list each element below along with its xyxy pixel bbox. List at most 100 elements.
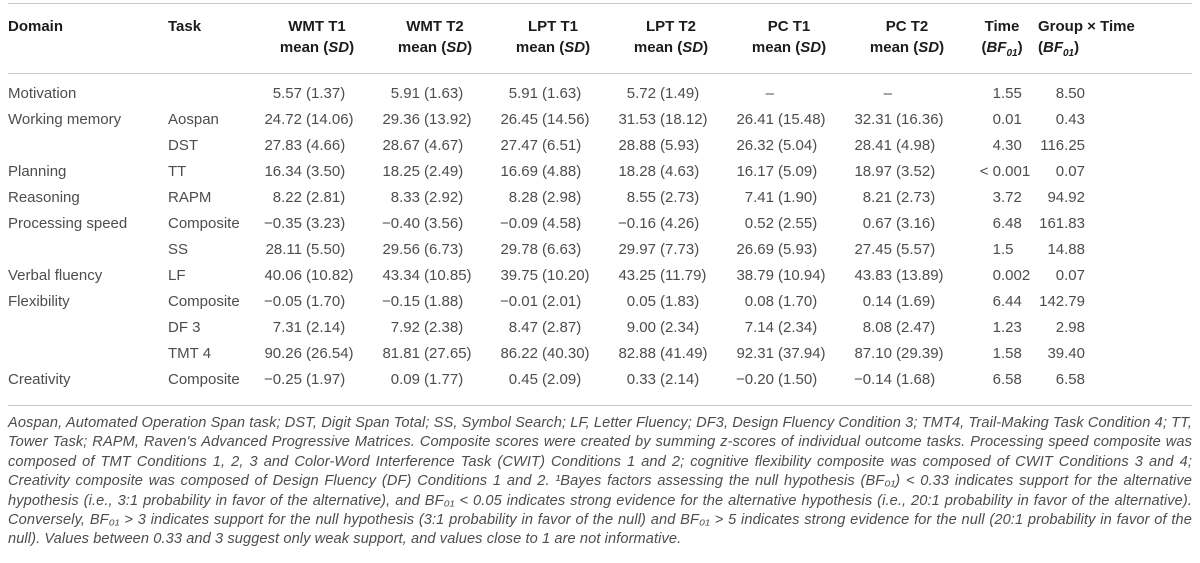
cell-mean-sd: 87.10 (29.39) <box>848 341 966 367</box>
sd-value: (4.63) <box>660 163 700 180</box>
sd-value: (4.58) <box>542 215 582 232</box>
bf-fraction-part: .30 <box>1001 137 1022 154</box>
cell-mean-sd: 81.81 (27.65) <box>376 341 494 367</box>
cell-mean-sd: 29.56 (6.73) <box>376 237 494 263</box>
mean-value: 0.67 <box>862 215 892 232</box>
column-sublabel: mean (SD) <box>633 39 709 56</box>
bf-fraction-part: .48 <box>1001 215 1022 232</box>
sd-value: (5.04) <box>778 137 818 154</box>
cell-time-bf: < 0.001 <box>966 159 1038 185</box>
mean-value: 28.88 <box>618 137 656 154</box>
column-sublabel: mean (SD) <box>751 39 827 56</box>
cell-mean-sd: 32.31 (16.36) <box>848 107 966 133</box>
table-row: Motivation 5.57 (1.37) 5.91 (1.63) 5.91 (1.63)… <box>8 74 1192 108</box>
cell-task: TT <box>168 163 187 180</box>
mean-value: 38.79 <box>736 267 774 284</box>
cell-mean-sd: 82.88 (41.49) <box>612 341 730 367</box>
bf-integer-part: 6 <box>992 215 1001 232</box>
sd-value: (2.49) <box>424 163 464 180</box>
cell-task: Aospan <box>168 111 219 128</box>
cell-mean-sd: 5.91 (1.63) <box>494 74 612 108</box>
bf-integer-part: 1 <box>992 345 1001 362</box>
cell-time-bf: 6.58 <box>966 367 1038 405</box>
mean-value: −0.01 <box>500 293 538 310</box>
cell-mean-sd: 27.45 (5.57) <box>848 237 966 263</box>
sd-value: (4.66) <box>306 137 346 154</box>
sd-value: (10.20) <box>542 267 590 284</box>
mean-value: 39.75 <box>500 267 538 284</box>
sd-value: (4.88) <box>542 163 582 180</box>
cell-group-x-time-bf: 0.43 <box>1038 107 1192 133</box>
sd-value: (1.50) <box>778 371 818 388</box>
cell-mean-sd: −0.16 (4.26) <box>612 211 730 237</box>
cell-mean-sd: −0.35 (3.23) <box>258 211 376 237</box>
sd-value: (37.94) <box>778 345 826 362</box>
mean-value: 9.00 <box>626 319 656 336</box>
column-header-pc-t1: PC T1 mean (SD) <box>730 4 848 74</box>
cell-task: RAPM <box>168 189 212 206</box>
mean-value: 92.31 <box>736 345 774 362</box>
mean-value: 43.83 <box>854 267 892 284</box>
cell-mean-sd: 0.05 (1.83) <box>612 289 730 315</box>
sd-value: (26.54) <box>306 345 354 362</box>
sd-value: (1.49) <box>660 85 700 102</box>
table-header-row: Domain Task WMT T1 mean (SD) WMT T2 mean (SD)… <box>8 4 1192 74</box>
mean-value: −0.16 <box>618 215 656 232</box>
column-label: LPT T2 <box>645 18 696 35</box>
column-label: WMT T2 <box>406 18 464 35</box>
sd-value: (18.12) <box>660 111 708 128</box>
cell-mean-sd: 18.25 (2.49) <box>376 159 494 185</box>
column-header-domain: Domain <box>8 4 168 74</box>
table-row: Flexibility Composite −0.05 (1.70) −0.15 (1.8… <box>8 289 1192 315</box>
cell-mean-sd: 28.88 (5.93) <box>612 133 730 159</box>
mean-value: 43.34 <box>382 267 420 284</box>
cell-task: SS <box>168 241 189 258</box>
cell-domain <box>8 133 168 159</box>
cell-mean-sd: – <box>848 74 966 108</box>
mean-value: 86.22 <box>500 345 538 362</box>
sd-value: (2.73) <box>660 189 700 206</box>
bf-integer-part: 0 <box>992 267 1001 284</box>
table-row: Working memory Aospan 24.72 (14.06) 29.36 (13… <box>8 107 1192 133</box>
cell-mean-sd: 9.00 (2.34) <box>612 315 730 341</box>
mean-value: 5.91 <box>508 85 538 102</box>
bf-fraction-part: .55 <box>1001 85 1022 102</box>
mean-value: 0.45 <box>508 371 538 388</box>
mean-value: 8.47 <box>508 319 538 336</box>
mean-value: 87.10 <box>854 345 892 362</box>
cell-mean-sd: 8.08 (2.47) <box>848 315 966 341</box>
column-label: Time <box>984 18 1020 35</box>
bf-integer-part: 6 <box>992 293 1001 310</box>
sd-value: (1.77) <box>424 371 464 388</box>
sd-value: (1.68) <box>896 371 936 388</box>
cell-domain: Processing speed <box>8 215 128 232</box>
cell-time-bf: 1.5 <box>966 237 1038 263</box>
sd-value: (29.39) <box>896 345 944 362</box>
mean-value: −0.40 <box>382 215 420 232</box>
sd-value: (2.87) <box>542 319 582 336</box>
sd-value: (15.48) <box>778 111 826 128</box>
group-x-time-value: 0.07 <box>1055 267 1085 284</box>
mean-value: −0.25 <box>264 371 302 388</box>
mean-value: 90.26 <box>264 345 302 362</box>
cell-mean-sd: 5.72 (1.49) <box>612 74 730 108</box>
mean-value: 40.06 <box>264 267 302 284</box>
group-x-time-value: 0.07 <box>1055 163 1085 180</box>
sd-value: (2.14) <box>306 319 346 336</box>
mean-value: 16.17 <box>736 163 774 180</box>
cell-time-bf: 4.30 <box>966 133 1038 159</box>
column-label: Domain <box>8 18 64 35</box>
mean-value: 8.28 <box>508 189 538 206</box>
cell-mean-sd: 0.45 (2.09) <box>494 367 612 405</box>
column-header-wmt-t1: WMT T1 mean (SD) <box>258 4 376 74</box>
sd-value: (27.65) <box>424 345 472 362</box>
cell-mean-sd: 43.25 (11.79) <box>612 263 730 289</box>
sd-value: (5.93) <box>660 137 700 154</box>
table-row: Processing speed Composite −0.35 (3.23) −0.4… <box>8 211 1192 237</box>
mean-value: 24.72 <box>264 111 302 128</box>
sd-value: (2.34) <box>778 319 818 336</box>
cell-mean-sd: 39.75 (10.20) <box>494 263 612 289</box>
table-row: Planning TT 16.34 (3.50) 18.25 (2.49) 16.69 (4.… <box>8 159 1192 185</box>
cell-mean-sd: 27.47 (6.51) <box>494 133 612 159</box>
cell-mean-sd: −0.05 (1.70) <box>258 289 376 315</box>
